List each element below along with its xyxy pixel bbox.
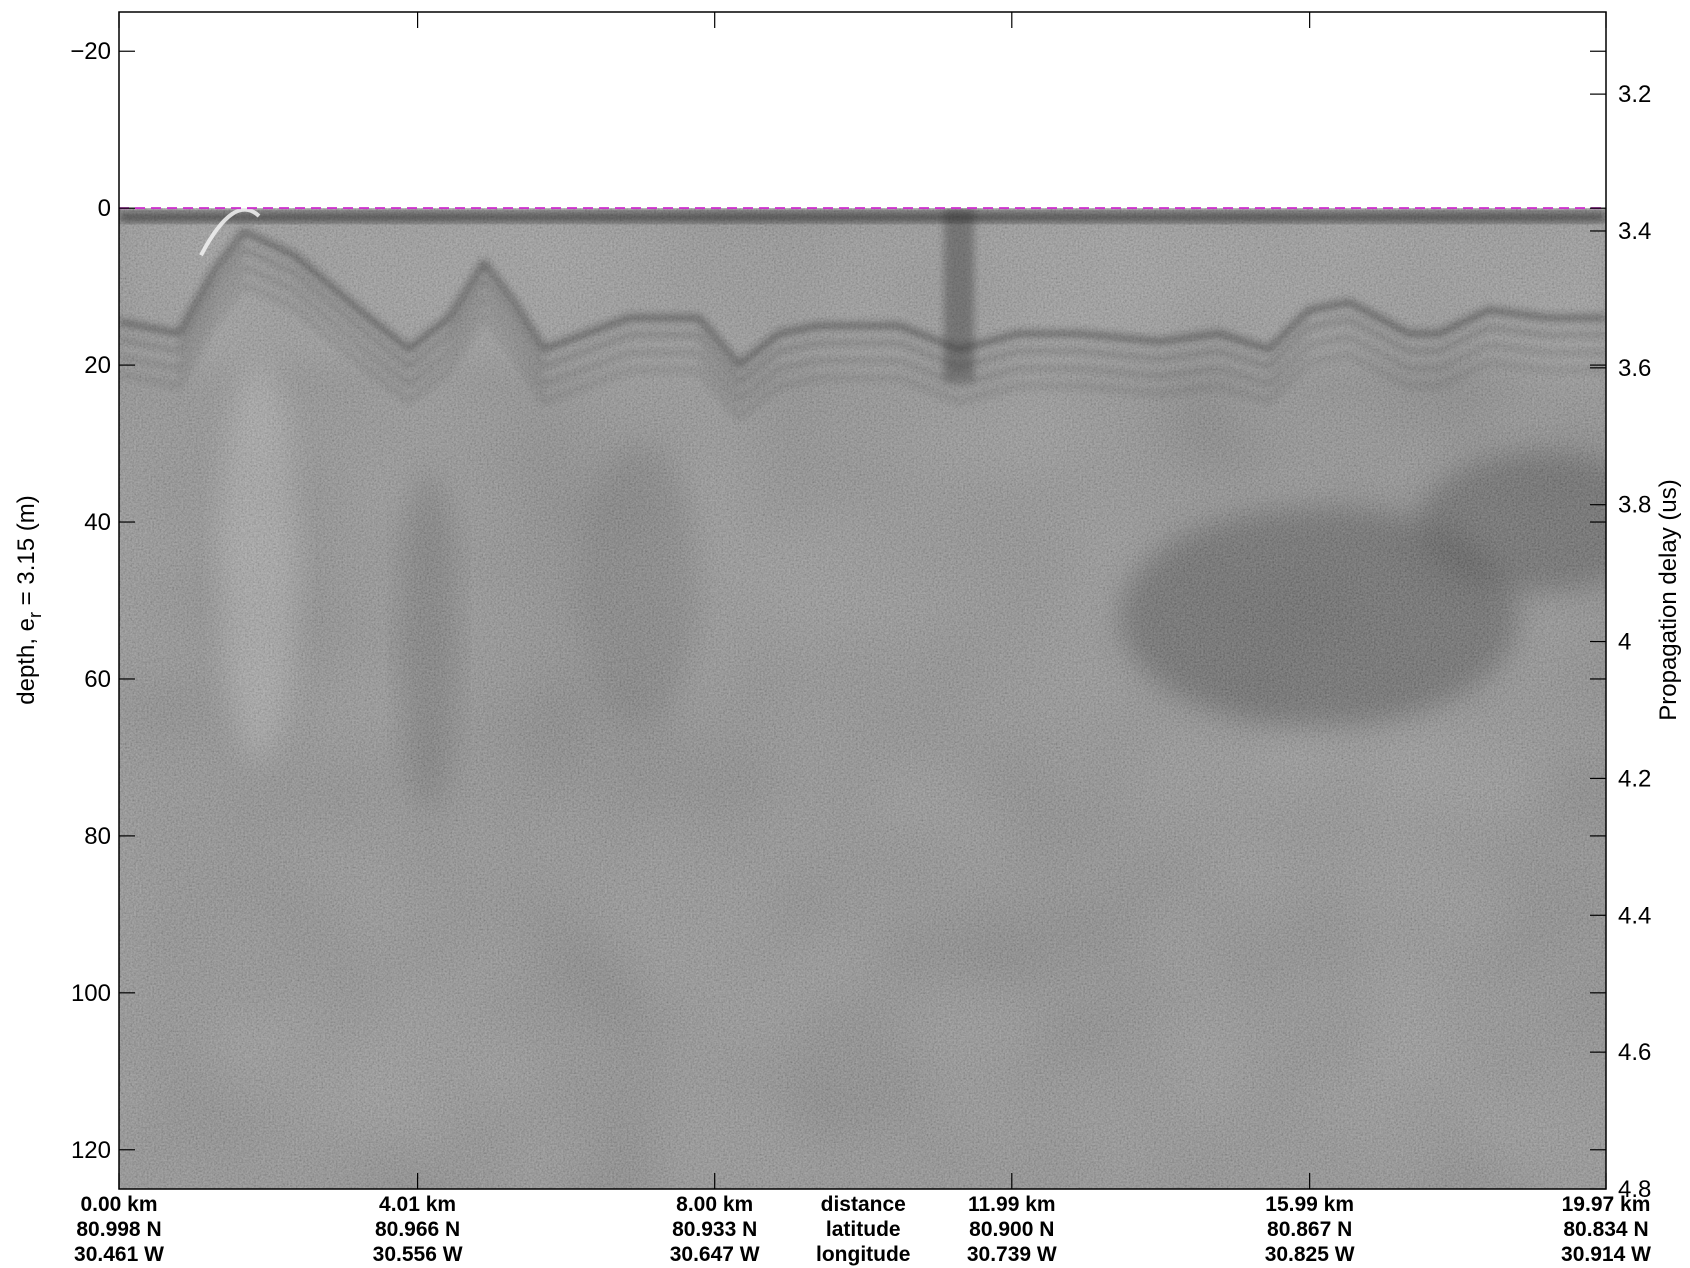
echogram-image (119, 12, 1606, 1189)
echogram-air (119, 12, 1606, 209)
echogram-speckle (119, 208, 1606, 1189)
bottom-longitude-label: 30.647 W (670, 1243, 760, 1266)
left-tick-label: 60 (84, 666, 111, 693)
echogram-horizon (119, 264, 1606, 402)
bottom-distance-label: 15.99 km (1265, 1193, 1354, 1216)
left-axis-title-subscript: r (25, 612, 45, 618)
right-tick-label: 3.6 (1618, 355, 1651, 382)
bottom-distance-label: 0.00 km (80, 1193, 157, 1216)
right-tick-label: 4.2 (1618, 765, 1651, 792)
bottom-longitude-label: 30.556 W (373, 1243, 463, 1266)
echogram-surface-return (119, 212, 1606, 223)
echogram-horizon (119, 247, 1606, 385)
left-axis-title-tail: = 3.15 (m) (13, 495, 40, 612)
bottom-row-name: longitude (816, 1243, 910, 1266)
bottom-latitude-label: 80.900 N (969, 1218, 1054, 1241)
left-tick-label: 120 (71, 1137, 111, 1164)
bottom-latitude-label: 80.998 N (76, 1218, 161, 1241)
right-tick-label: 4 (1618, 629, 1631, 656)
echogram-horizon (119, 281, 1606, 419)
left-tick-label: 100 (71, 980, 111, 1007)
right-tick-label: 4.6 (1618, 1039, 1651, 1066)
bottom-latitude-label: 80.834 N (1563, 1218, 1648, 1241)
left-tick-label: 0 (98, 195, 111, 222)
right-tick-label: 3.4 (1618, 218, 1651, 245)
bottom-longitude-label: 30.739 W (967, 1243, 1057, 1266)
right-tick-label: 4.4 (1618, 902, 1651, 929)
echogram-horizon (119, 228, 1606, 369)
bottom-longitude-label: 30.914 W (1561, 1243, 1651, 1266)
left-tick-label: 40 (84, 509, 111, 536)
left-axis-title: depth, er = 3.15 (m) (13, 495, 45, 704)
bottom-distance-label: 8.00 km (676, 1193, 753, 1216)
bottom-latitude-label: 80.867 N (1267, 1218, 1352, 1241)
echogram-hyperbola (199, 207, 261, 257)
right-tick-label: 3.8 (1618, 492, 1651, 519)
echogram-dark-streak (944, 208, 974, 381)
left-tick-label: 20 (84, 352, 111, 379)
right-tick-label: 4.8 (1618, 1176, 1651, 1203)
bottom-row-name: distance (821, 1193, 906, 1216)
bottom-longitude-label: 30.461 W (74, 1243, 164, 1266)
bottom-distance-label: 19.97 km (1562, 1193, 1651, 1216)
bottom-distance-label: 11.99 km (968, 1193, 1056, 1216)
left-tick-label: 80 (84, 823, 111, 850)
left-axis-title-main: depth, e (13, 618, 40, 705)
bottom-longitude-label: 30.825 W (1265, 1243, 1355, 1266)
left-tick-label: −20 (70, 38, 111, 65)
right-tick-label: 3.2 (1618, 81, 1651, 108)
bottom-distance-label: 4.01 km (379, 1193, 456, 1216)
plot-frame (118, 11, 1607, 1190)
axes: −20 0 20 40 60 80 100 120 3.2 3.4 3.6 3.8 4 4.2 4.4 4.6… (70, 11, 1651, 1266)
right-axis-title: Propagation delay (us) (1655, 479, 1682, 720)
bottom-row-name: latitude (826, 1218, 901, 1241)
bottom-latitude-label: 80.966 N (375, 1218, 460, 1241)
bottom-latitude-label: 80.933 N (672, 1218, 757, 1241)
